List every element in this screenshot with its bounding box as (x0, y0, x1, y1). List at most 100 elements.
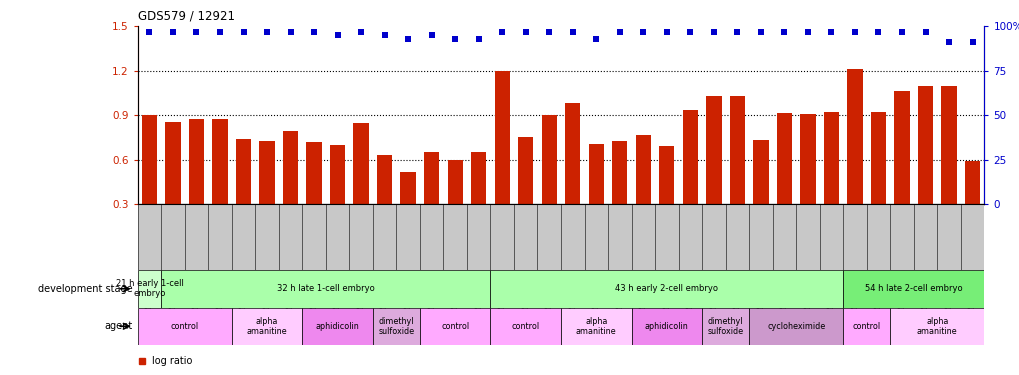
Bar (843, 308, 890, 345)
Point (611, 28, 628, 34)
Bar (490, 270, 843, 308)
Bar (917, 86, 932, 204)
Text: 21 h early 1-cell
embryo: 21 h early 1-cell embryo (115, 279, 183, 298)
Bar (541, 115, 556, 204)
Bar (400, 172, 416, 204)
Bar (490, 308, 560, 345)
Bar (302, 308, 373, 345)
Bar (823, 112, 839, 204)
Text: development stage: development stage (38, 284, 132, 294)
Bar (138, 308, 231, 345)
Point (353, 28, 369, 34)
Point (893, 28, 909, 34)
Bar (560, 308, 631, 345)
Bar (800, 114, 815, 204)
Point (470, 36, 486, 42)
Point (376, 32, 392, 38)
Bar (306, 142, 321, 204)
Bar (259, 141, 274, 204)
Point (540, 28, 556, 34)
Bar (138, 270, 161, 308)
Point (493, 28, 510, 34)
Text: 54 h late 2-cell embryo: 54 h late 2-cell embryo (864, 284, 962, 293)
Text: log ratio: log ratio (152, 356, 193, 366)
Bar (776, 113, 792, 204)
Bar (658, 146, 674, 204)
Text: control: control (512, 322, 539, 331)
Bar (142, 116, 157, 204)
Point (235, 28, 252, 34)
Point (963, 39, 979, 45)
Point (142, 28, 158, 34)
Bar (235, 139, 251, 204)
Bar (377, 154, 392, 204)
Point (799, 28, 815, 34)
Point (846, 28, 862, 34)
Text: cycloheximide: cycloheximide (766, 322, 824, 331)
Text: dimethyl
sulfoxide: dimethyl sulfoxide (378, 316, 414, 336)
Text: alpha
amanitine: alpha amanitine (247, 316, 287, 336)
Bar (354, 123, 369, 204)
Text: aphidicolin: aphidicolin (644, 322, 688, 331)
Bar (847, 69, 862, 204)
Bar (420, 308, 490, 345)
Bar (964, 160, 979, 204)
Bar (165, 122, 180, 204)
Bar (682, 110, 697, 204)
Text: aphidicolin: aphidicolin (316, 322, 359, 331)
Bar (231, 308, 302, 345)
Point (446, 36, 463, 42)
Point (282, 28, 299, 34)
Bar (471, 152, 486, 204)
Text: alpha
amanitine: alpha amanitine (576, 316, 615, 336)
Point (916, 28, 932, 34)
Bar (701, 308, 748, 345)
Point (822, 28, 839, 34)
Text: alpha
amanitine: alpha amanitine (916, 316, 957, 336)
Bar (447, 160, 463, 204)
Point (165, 28, 181, 34)
Point (399, 36, 416, 42)
Bar (890, 308, 983, 345)
Point (329, 32, 345, 38)
Point (212, 28, 228, 34)
Point (423, 32, 439, 38)
Bar (588, 144, 603, 204)
Point (752, 28, 768, 34)
Bar (212, 119, 227, 204)
Text: control: control (170, 322, 199, 331)
Point (869, 28, 886, 34)
Bar (941, 86, 956, 204)
Bar (189, 119, 204, 204)
Bar (631, 308, 701, 345)
Point (940, 39, 956, 45)
Point (729, 28, 745, 34)
Bar (329, 145, 344, 204)
Point (775, 28, 792, 34)
Point (517, 28, 533, 34)
Text: control: control (852, 322, 880, 331)
Bar (424, 152, 439, 204)
Text: agent: agent (104, 321, 132, 331)
Bar (565, 104, 580, 204)
Bar (729, 96, 744, 204)
Bar (518, 137, 533, 204)
Bar (494, 71, 510, 204)
Bar (611, 141, 627, 204)
Bar (282, 131, 298, 204)
Point (705, 28, 721, 34)
Point (658, 28, 675, 34)
Point (259, 28, 275, 34)
Text: dimethyl
sulfoxide: dimethyl sulfoxide (707, 316, 743, 336)
Bar (161, 270, 490, 308)
Bar (748, 308, 843, 345)
Text: 32 h late 1-cell embryo: 32 h late 1-cell embryo (277, 284, 374, 293)
Bar (843, 270, 983, 308)
Text: control: control (440, 322, 469, 331)
Point (565, 28, 581, 34)
Bar (752, 140, 767, 204)
Bar (635, 135, 650, 204)
Point (306, 28, 322, 34)
Bar (870, 112, 886, 204)
Point (189, 28, 205, 34)
